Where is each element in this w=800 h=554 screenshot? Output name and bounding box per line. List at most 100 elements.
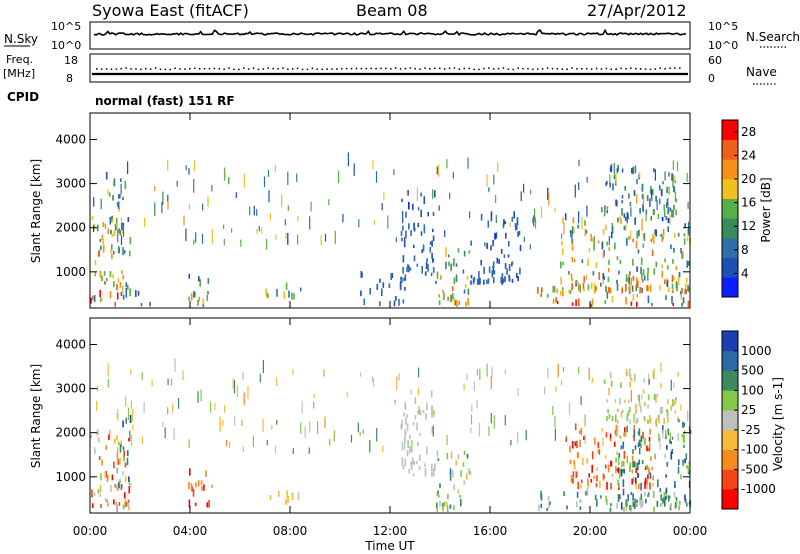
heatmap-cell <box>678 505 680 511</box>
heatmap-cell <box>116 504 118 511</box>
heatmap-cell <box>572 217 575 224</box>
heatmap-cell <box>668 286 670 292</box>
heatmap-cell <box>671 173 673 181</box>
heatmap-cell <box>633 461 636 467</box>
nave-dot <box>218 68 220 70</box>
heatmap-cell <box>503 254 506 258</box>
nave-dot <box>321 68 323 71</box>
heatmap-cell <box>511 216 514 222</box>
nave-dot <box>145 67 147 70</box>
heatmap-cell <box>405 211 407 218</box>
heatmap-cell <box>647 419 649 424</box>
heatmap-cell <box>129 430 131 442</box>
heatmap-cell <box>667 208 669 215</box>
heatmap-cell <box>493 174 495 185</box>
heatmap-cell <box>672 303 674 307</box>
heatmap-cell <box>453 277 456 285</box>
heatmap-cell <box>651 466 654 471</box>
heatmap-cell <box>433 410 436 415</box>
heatmap-cell <box>544 386 546 395</box>
heatmap-cell <box>653 208 655 215</box>
heatmap-cell <box>410 462 413 469</box>
heatmap-cell <box>167 159 169 171</box>
heatmap-cell <box>400 230 403 236</box>
heatmap-cell <box>554 208 556 213</box>
heatmap-cell <box>137 290 140 296</box>
y-tick-label: 3000 <box>55 177 86 191</box>
heatmap-cell <box>398 298 400 306</box>
heatmap-cell <box>466 373 468 381</box>
heatmap-cell <box>593 437 596 445</box>
heatmap-cell <box>616 283 619 291</box>
heatmap-cell <box>612 416 614 420</box>
heatmap-cell <box>256 228 258 234</box>
heatmap-cell <box>404 405 407 411</box>
heatmap-cell <box>119 230 122 236</box>
colorbar-tick-label: 500 <box>741 364 764 378</box>
heatmap-cell <box>657 414 659 421</box>
heatmap-cell <box>231 228 233 233</box>
heatmap-cell <box>431 252 433 259</box>
heatmap-cell <box>659 198 661 205</box>
heatmap-cell <box>205 470 207 477</box>
heatmap-cell <box>446 452 449 460</box>
heatmap-cell <box>617 164 619 172</box>
heatmap-cell <box>586 488 589 496</box>
nave-dot <box>208 67 211 70</box>
heatmap-cell <box>107 228 109 235</box>
heatmap-cell <box>648 436 651 442</box>
colorbar-segment <box>722 257 738 278</box>
heatmap-cell <box>381 288 383 296</box>
heatmap-cell <box>619 259 622 265</box>
heatmap-cell <box>667 399 669 404</box>
heatmap-cell <box>635 481 637 489</box>
heatmap-cell <box>418 406 420 414</box>
heatmap-cell <box>635 465 638 474</box>
heatmap-cell <box>573 227 575 234</box>
heatmap-cell <box>197 299 199 306</box>
heatmap-cell <box>607 268 610 273</box>
heatmap-cell <box>603 379 606 384</box>
heatmap-cell <box>615 199 617 206</box>
time-x-axis: 00:00 04:00 08:00 12:00 16:00 20:00 00:00 <box>73 113 707 538</box>
heatmap-cell <box>96 400 98 411</box>
heatmap-cell <box>141 372 143 381</box>
heatmap-cell <box>408 223 410 230</box>
heatmap-cell <box>444 230 446 237</box>
heatmap-cell <box>605 224 607 231</box>
heatmap-cell <box>643 233 646 241</box>
heatmap-cell <box>595 286 597 291</box>
noise-left-tick-bottom: 10^0 <box>51 39 81 52</box>
heatmap-cell <box>426 403 428 411</box>
nave-dot <box>385 67 387 70</box>
heatmap-cell <box>154 186 156 192</box>
colorbar-frame <box>721 119 739 298</box>
heatmap-cell <box>470 427 472 433</box>
heatmap-cell <box>672 209 674 218</box>
heatmap-cell <box>416 263 419 267</box>
heatmap-cell <box>685 453 688 461</box>
heatmap-cell <box>194 291 196 298</box>
heatmap-cell <box>595 483 598 488</box>
heatmap-cell <box>682 459 684 466</box>
heatmap-cell <box>650 215 653 221</box>
heatmap-cell <box>379 278 381 283</box>
heatmap-cell <box>490 245 492 251</box>
heatmap-cell <box>463 250 466 257</box>
heatmap-cell <box>371 376 374 383</box>
heatmap-cell <box>676 283 678 292</box>
heatmap-cell <box>665 487 668 493</box>
heatmap-cell <box>618 483 620 488</box>
heatmap-cell <box>118 194 120 199</box>
heatmap-cell <box>101 234 104 240</box>
heatmap-cell <box>116 483 118 491</box>
heatmap-cell <box>452 293 454 300</box>
heatmap-cell <box>309 216 311 230</box>
heatmap-cell <box>622 468 625 473</box>
heatmap-cell <box>657 213 660 219</box>
heatmap-cell <box>590 479 593 483</box>
heatmap-cell <box>674 180 676 184</box>
heatmap-cell <box>600 495 602 499</box>
heatmap-cell <box>304 426 306 438</box>
heatmap-cell <box>646 195 649 202</box>
